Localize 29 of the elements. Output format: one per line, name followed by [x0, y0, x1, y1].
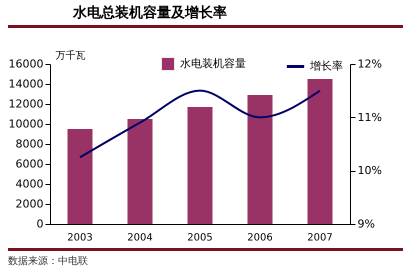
chart-title: 水电总装机容量及增长率: [72, 4, 228, 22]
bar: [128, 119, 152, 224]
y-tick-label: 12000: [8, 98, 44, 110]
y-tick-label: 6000: [16, 158, 44, 170]
y2-tick-label: 12%: [358, 58, 382, 70]
legend-label: 增长率: [309, 60, 343, 72]
line-series: [79, 90, 321, 158]
x-tick-label: 2003: [67, 232, 93, 244]
x-tick-label: 2004: [127, 232, 153, 244]
y-axis-title: 万千瓦: [56, 50, 86, 62]
y-tick-label: 2000: [16, 198, 44, 210]
y-tick-label: 4000: [16, 178, 44, 190]
y-tick-label: 8000: [16, 138, 44, 150]
y2-tick-label: 10%: [358, 164, 382, 178]
source-note: 数据来源：中电联: [8, 254, 88, 268]
y-tick-label: 16000: [8, 58, 44, 70]
x-tick-label: 2005: [187, 232, 213, 244]
bar: [248, 95, 272, 224]
y-tick-label: 10000: [8, 118, 44, 130]
x-tick-label: 2006: [247, 232, 273, 244]
y2-tick-label: 11%: [358, 110, 382, 124]
y-tick-label: 14000: [8, 78, 44, 90]
y-tick-label: 0: [36, 218, 44, 230]
bar: [188, 107, 212, 224]
bar: [68, 129, 92, 224]
x-tick-label: 2007: [307, 232, 333, 244]
y2-tick-label: 9%: [358, 218, 375, 230]
bar: [308, 79, 332, 224]
legend-label: 水电装机容量: [180, 57, 246, 70]
